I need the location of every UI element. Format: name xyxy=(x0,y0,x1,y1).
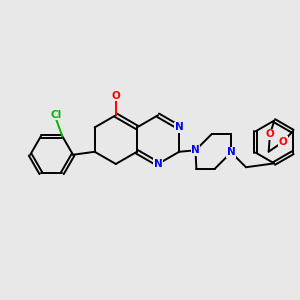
Text: O: O xyxy=(279,137,287,147)
Text: Cl: Cl xyxy=(51,110,62,119)
Text: N: N xyxy=(175,122,184,132)
Text: N: N xyxy=(191,145,200,155)
Text: O: O xyxy=(266,129,274,140)
Text: N: N xyxy=(154,159,162,169)
Text: O: O xyxy=(111,91,120,101)
Text: N: N xyxy=(227,147,236,158)
